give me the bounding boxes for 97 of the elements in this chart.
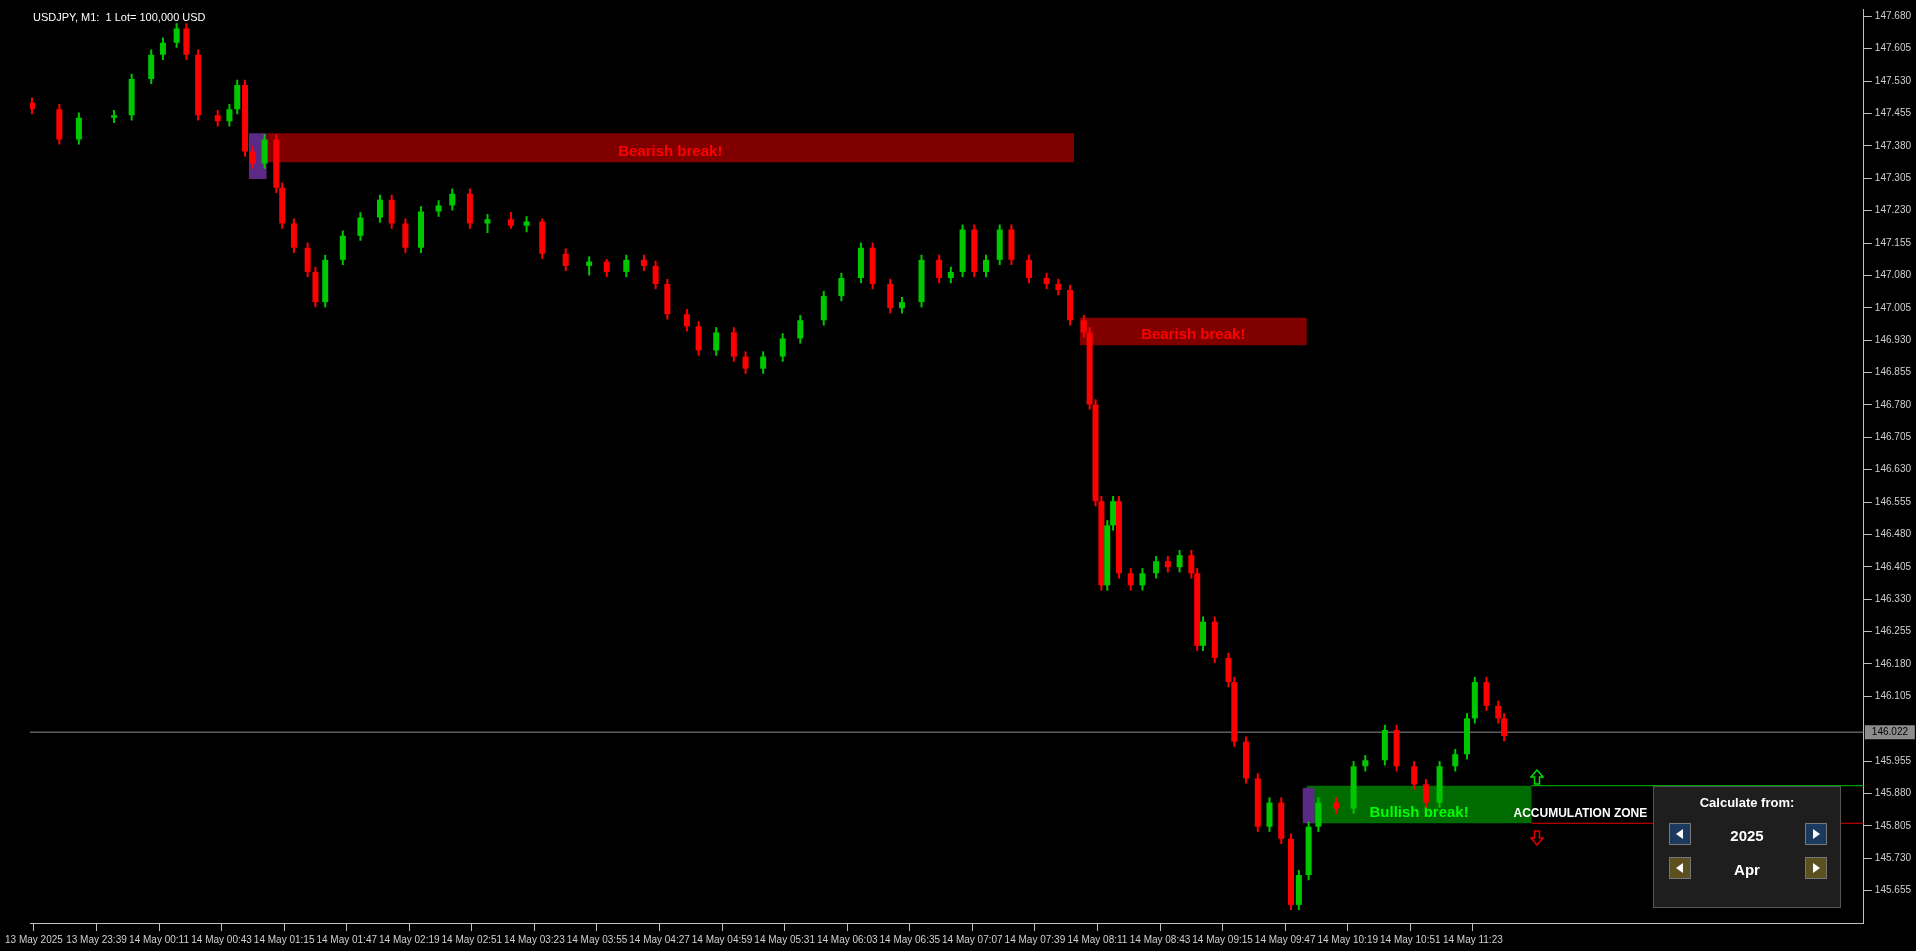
- x-tick-label: 14 May 02:19: [378, 933, 441, 945]
- annotation: ACCUMULATION ZONE: [1513, 805, 1648, 820]
- candlestick: [484, 213, 491, 235]
- annotation: Calculate from:: [1698, 795, 1796, 810]
- x-tick-label: 13 May 2025: [5, 933, 64, 945]
- legend-label: Bearish break!: [1141, 325, 1246, 343]
- candlestick: [586, 255, 593, 277]
- candlestick: [1026, 253, 1033, 285]
- candlestick: [388, 193, 395, 230]
- x-tick-label: 14 May 08:43: [1129, 933, 1191, 945]
- y-tick-label: 146.405: [1874, 560, 1912, 572]
- y-tick-label: 147.155: [1874, 236, 1912, 248]
- x-tick-label: 14 May 04:27: [629, 933, 691, 945]
- candlestick: [1452, 748, 1459, 773]
- x-tick-label: 14 May 06:03: [816, 933, 878, 945]
- candlestick: [75, 111, 82, 146]
- y-tick-label: 147.380: [1874, 139, 1912, 151]
- x-tick-label: 14 May 09:15: [1192, 933, 1254, 945]
- legend-label: Bullish break!: [1369, 803, 1469, 821]
- y-tick-label: 145.880: [1874, 787, 1912, 799]
- y-tick-label: 146.630: [1874, 463, 1912, 475]
- y-tick-label: 145.730: [1874, 851, 1912, 863]
- candlestick: [742, 350, 749, 375]
- candlestick: [449, 187, 456, 212]
- annotation: 2025: [1729, 827, 1765, 844]
- candlestick: [1139, 567, 1146, 592]
- x-tick-label: 14 May 00:11: [129, 933, 190, 945]
- legend-label: Bearish break!: [618, 142, 723, 160]
- candlestick: [797, 314, 804, 345]
- y-tick-label: 147.530: [1874, 74, 1912, 86]
- x-tick-label: 13 May 23:39: [66, 933, 128, 945]
- x-tick-label: 14 May 06:35: [879, 933, 941, 945]
- y-tick-label: 146.105: [1874, 690, 1912, 702]
- x-tick-label: 14 May 04:59: [691, 933, 753, 945]
- candlestick: [376, 193, 383, 224]
- candlestick: [249, 145, 256, 170]
- candlestick: [159, 36, 166, 61]
- candlestick: [623, 253, 630, 279]
- candlestick: [1411, 760, 1418, 791]
- candlestick: [1080, 314, 1087, 339]
- annotation: Apr: [1733, 861, 1761, 878]
- candlestick: [838, 271, 845, 303]
- x-tick-label: 14 May 07:07: [942, 933, 1004, 945]
- candlestick: [603, 257, 610, 279]
- y-tick-label: 146.330: [1874, 592, 1912, 604]
- x-tick-label: 14 May 01:15: [253, 933, 315, 945]
- y-tick-label: 145.805: [1874, 819, 1912, 831]
- candlestick: [173, 22, 180, 49]
- x-tick-label: 14 May 05:31: [754, 933, 816, 945]
- y-tick-label: 147.680: [1874, 10, 1912, 22]
- y-tick-label: 147.455: [1874, 107, 1912, 119]
- y-tick-label: 147.005: [1874, 301, 1912, 313]
- candlestick: [936, 253, 943, 285]
- candlestick: [562, 247, 569, 273]
- candlestick: [683, 308, 690, 333]
- y-tick-label: 146.780: [1874, 398, 1912, 410]
- x-tick-label: 14 May 02:51: [441, 933, 503, 945]
- ref-line-label: 146.022: [1871, 725, 1909, 737]
- y-tick-label: 145.955: [1874, 754, 1912, 766]
- candlestick: [357, 211, 364, 242]
- y-tick-label: 146.180: [1874, 657, 1912, 669]
- y-tick-label: 145.655: [1874, 884, 1912, 896]
- y-tick-label: 147.605: [1874, 42, 1912, 54]
- x-tick-label: 14 May 03:23: [504, 933, 566, 945]
- y-tick-label: 146.705: [1874, 431, 1912, 443]
- y-tick-label: 146.855: [1874, 366, 1912, 378]
- y-tick-label: 147.230: [1874, 204, 1912, 216]
- candlestick: [1483, 675, 1490, 713]
- candlestick: [983, 253, 990, 279]
- date-selector-panel: Calculate from: 2025 Apr: [1653, 786, 1841, 908]
- x-tick-label: 14 May 01:47: [316, 933, 378, 945]
- candlestick: [760, 350, 767, 375]
- y-tick-label: 146.555: [1874, 495, 1912, 507]
- y-tick-label: 147.080: [1874, 269, 1912, 281]
- candlestick: [1176, 548, 1183, 574]
- y-tick-label: 147.305: [1874, 171, 1912, 183]
- candlestick: [1501, 712, 1508, 743]
- candlestick: [1188, 548, 1195, 580]
- x-tick-label: 14 May 10:19: [1317, 933, 1379, 945]
- candlestick: [713, 326, 720, 357]
- y-tick-label: 146.480: [1874, 528, 1912, 540]
- candlestick: [652, 259, 659, 291]
- x-tick-label: 14 May 00:43: [191, 933, 253, 945]
- x-tick-label: 14 May 03:55: [566, 933, 628, 945]
- candlestick: [226, 102, 233, 128]
- chart-title: USDJPY, M1: 1 Lot= 100,000 USD: [33, 10, 206, 23]
- y-tick-label: 146.930: [1874, 333, 1912, 345]
- candlestick: [779, 332, 786, 363]
- candlestick: [1495, 699, 1502, 725]
- x-tick-label: 14 May 10:51: [1379, 933, 1442, 945]
- y-tick-label: 146.255: [1874, 625, 1912, 637]
- x-tick-label: 14 May 08:11: [1067, 933, 1128, 945]
- x-tick-label: 14 May 09:47: [1254, 933, 1316, 945]
- x-tick-label: 14 May 07:39: [1004, 933, 1066, 945]
- x-tick-label: 14 May 11:23: [1442, 933, 1504, 945]
- candlestick: [1127, 567, 1134, 592]
- candlestick: [1153, 555, 1160, 580]
